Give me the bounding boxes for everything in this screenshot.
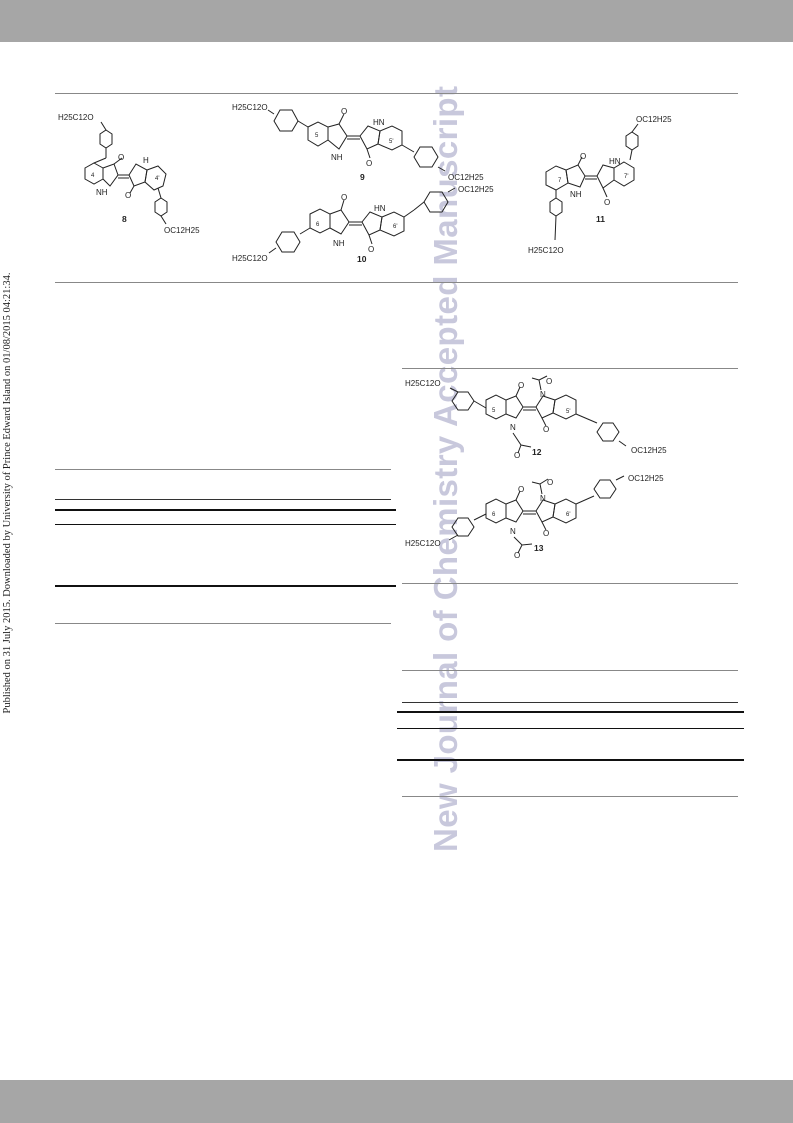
compound-label: 10 (357, 254, 367, 264)
oxygen-atom: O (368, 245, 374, 254)
nh-atom: NH (333, 239, 345, 248)
chain-label: OC12H25 (631, 446, 667, 455)
table2-top-rule (402, 670, 738, 671)
oxygen-atom: O (546, 377, 552, 386)
n-atom: N (510, 527, 516, 536)
table2-rule-1 (402, 702, 738, 703)
chain-label: OC12H25 (636, 115, 672, 124)
table2-rule-3 (397, 728, 744, 729)
oxygen-atom: O (543, 425, 549, 434)
structure-8: H25C12O O NH H O OC12H25 4 4' 8 (58, 113, 200, 235)
structure-12: H25C12O O N O N O O OC12H25 5 5' 12 (405, 375, 667, 460)
compound-label: 8 (122, 214, 127, 224)
locant: 6 (492, 512, 496, 518)
scheme2-bottom-rule (402, 583, 738, 584)
chain-label: H25C12O (232, 254, 268, 263)
oxygen-atom: O (518, 381, 524, 390)
table2-rule-4 (397, 759, 744, 761)
oxygen-atom: O (604, 198, 610, 207)
chain-label: H25C12O (405, 379, 441, 388)
oxygen-atom: O (118, 153, 124, 162)
hn-atom: HN (609, 157, 621, 166)
oxygen-atom: O (543, 529, 549, 538)
scheme2-top-rule (402, 368, 738, 369)
oxygen-atom: O (547, 478, 553, 487)
compound-label: 13 (534, 543, 544, 553)
locant: 6' (393, 224, 397, 230)
locant: 4' (155, 176, 159, 182)
locant: 5' (389, 139, 393, 145)
table1-rule-3 (55, 524, 396, 525)
n-atom: N (540, 390, 546, 399)
locant: 5 (492, 408, 496, 414)
h-atom: H (143, 156, 149, 165)
locant: 4 (91, 173, 95, 179)
structure-10: H25C12O O NH HN O OC12H25 6 6' 10 (232, 185, 494, 264)
locant: 7 (558, 178, 562, 184)
table1-top-rule (55, 469, 391, 470)
locant: 5 (315, 133, 319, 139)
oxygen-atom: O (514, 551, 520, 560)
structure-13: H25C12O O N O N O O OC12H25 6 6' 13 (405, 474, 664, 560)
oxygen-atom: O (518, 485, 524, 494)
locant: 6' (566, 512, 570, 518)
table1-rule-4 (55, 585, 396, 587)
chain-label: OC12H25 (448, 173, 484, 182)
oxygen-atom: O (341, 107, 347, 116)
chain-label: H25C12O (58, 113, 94, 122)
table2-bottom-rule (402, 796, 738, 797)
structure-9: H25C12O O NH HN O OC12H25 5 5' 9 (232, 103, 484, 182)
compound-label: 11 (596, 214, 605, 224)
n-atom: N (510, 423, 516, 432)
nh-atom: NH (96, 188, 108, 197)
n-atom: N (540, 494, 546, 503)
table1-rule-1 (55, 499, 391, 500)
page-footer-bar (0, 1080, 793, 1123)
oxygen-atom: O (366, 159, 372, 168)
chain-label: OC12H25 (628, 474, 664, 483)
chain-label: H25C12O (528, 246, 564, 255)
locant: 6 (316, 222, 320, 228)
chain-label: OC12H25 (164, 226, 200, 235)
locant: 5' (566, 409, 570, 415)
scheme-bottom-rule (55, 282, 738, 283)
compound-label: 9 (360, 172, 365, 182)
nh-atom: NH (570, 190, 582, 199)
chain-label: H25C12O (232, 103, 268, 112)
scheme-top-rule (55, 93, 738, 94)
structure-11: OC12H25 HN O O NH H25C12O 7 7' 11 (528, 115, 672, 255)
chain-label: H25C12O (405, 539, 441, 548)
hn-atom: HN (373, 118, 385, 127)
oxygen-atom: O (514, 451, 520, 460)
table1-bottom-rule (55, 623, 391, 624)
compound-label: 12 (532, 447, 542, 457)
oxygen-atom: O (341, 193, 347, 202)
page-header-bar (0, 0, 793, 42)
oxygen-atom: O (125, 191, 131, 200)
locant: 7' (624, 174, 628, 180)
hn-atom: HN (374, 204, 386, 213)
nh-atom: NH (331, 153, 343, 162)
chain-label: OC12H25 (458, 185, 494, 194)
table1-rule-2 (55, 509, 396, 511)
oxygen-atom: O (580, 152, 586, 161)
table2-rule-2 (397, 711, 744, 713)
